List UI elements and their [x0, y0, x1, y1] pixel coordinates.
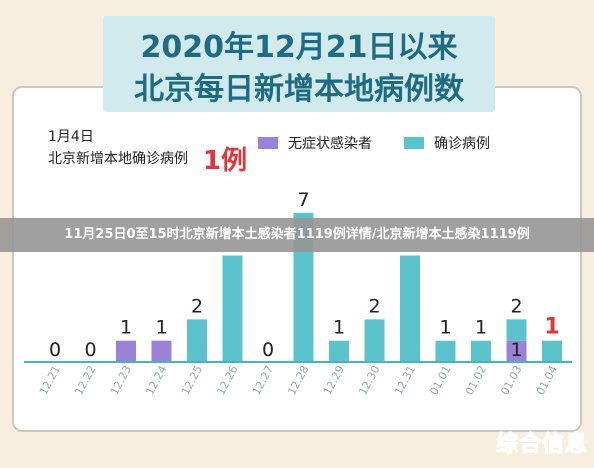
legend-label-asymptomatic: 无症状感染者	[288, 136, 372, 152]
page-title-line2: 北京每日新增本地病例数	[134, 72, 464, 107]
data-label: 1	[475, 317, 487, 339]
legend-swatch-confirmed	[404, 137, 424, 149]
x-tick-label: 12.22	[72, 363, 98, 397]
data-label: 0	[262, 339, 274, 361]
bar-asymptomatic	[116, 340, 136, 362]
data-label: 1	[155, 317, 167, 339]
x-tick-label: 12.23	[108, 363, 134, 397]
data-label: 2	[368, 295, 380, 317]
data-label: 1	[544, 315, 559, 340]
x-tick-label: 12.30	[356, 363, 382, 397]
page-title-line1: 2020年12月21日以来	[140, 30, 458, 65]
data-label: 7	[297, 189, 309, 211]
bar-confirmed	[329, 340, 349, 362]
data-label: 1	[333, 317, 345, 339]
x-tick-label: 12.21	[37, 363, 63, 397]
stack-total-label: 2	[510, 295, 522, 317]
annotation-text: 北京新增本地确诊病例	[48, 151, 188, 167]
bar-confirmed	[542, 340, 562, 362]
x-tick-label: 12.24	[143, 363, 169, 397]
x-tick-label: 12.29	[321, 363, 347, 397]
title-banner: 2020年12月21日以来 北京每日新增本地病例数	[103, 16, 495, 112]
x-tick-label: 12.26	[214, 363, 240, 397]
watermark: 综合信息	[495, 432, 588, 458]
x-tick-label: 01.03	[498, 363, 524, 397]
x-tick-label: 12.28	[285, 363, 311, 397]
bar-confirmed	[364, 319, 385, 362]
x-tick-label: 01.02	[463, 363, 489, 397]
legend-swatch-asymptomatic	[258, 137, 278, 149]
data-label: 0	[84, 339, 96, 361]
bar-confirmed	[471, 340, 491, 362]
x-tick-label: 12.27	[250, 363, 276, 397]
bar-asymptomatic	[151, 340, 172, 362]
headline-banner: 11月25日0至15时北京新增本土感染者1119例详情/北京新增本土感染1119…	[0, 218, 594, 252]
bar-asymptomatic	[506, 340, 527, 362]
x-tick-label: 12.25	[179, 363, 205, 397]
legend-confirmed: 确诊病例	[404, 133, 490, 153]
x-tick-label: 01.04	[534, 363, 560, 397]
annotation-value: 1例	[203, 146, 248, 176]
data-label: 1	[510, 339, 522, 361]
bar-confirmed	[506, 319, 527, 341]
x-tick-label: 01.01	[427, 363, 453, 397]
legend-label-confirmed: 确诊病例	[434, 136, 490, 152]
data-label: 1	[439, 317, 451, 339]
data-label: 0	[49, 339, 61, 361]
bar-confirmed	[187, 319, 207, 362]
data-label: 1	[120, 317, 132, 339]
x-tick-label: 12.31	[392, 363, 418, 397]
data-label: 2	[191, 295, 203, 317]
legend-asymptomatic: 无症状感染者	[258, 133, 372, 153]
bar-confirmed	[435, 340, 456, 362]
bar-confirmed	[222, 255, 243, 362]
bar-confirmed	[400, 255, 420, 362]
annotation-date: 1月4日	[48, 129, 94, 145]
